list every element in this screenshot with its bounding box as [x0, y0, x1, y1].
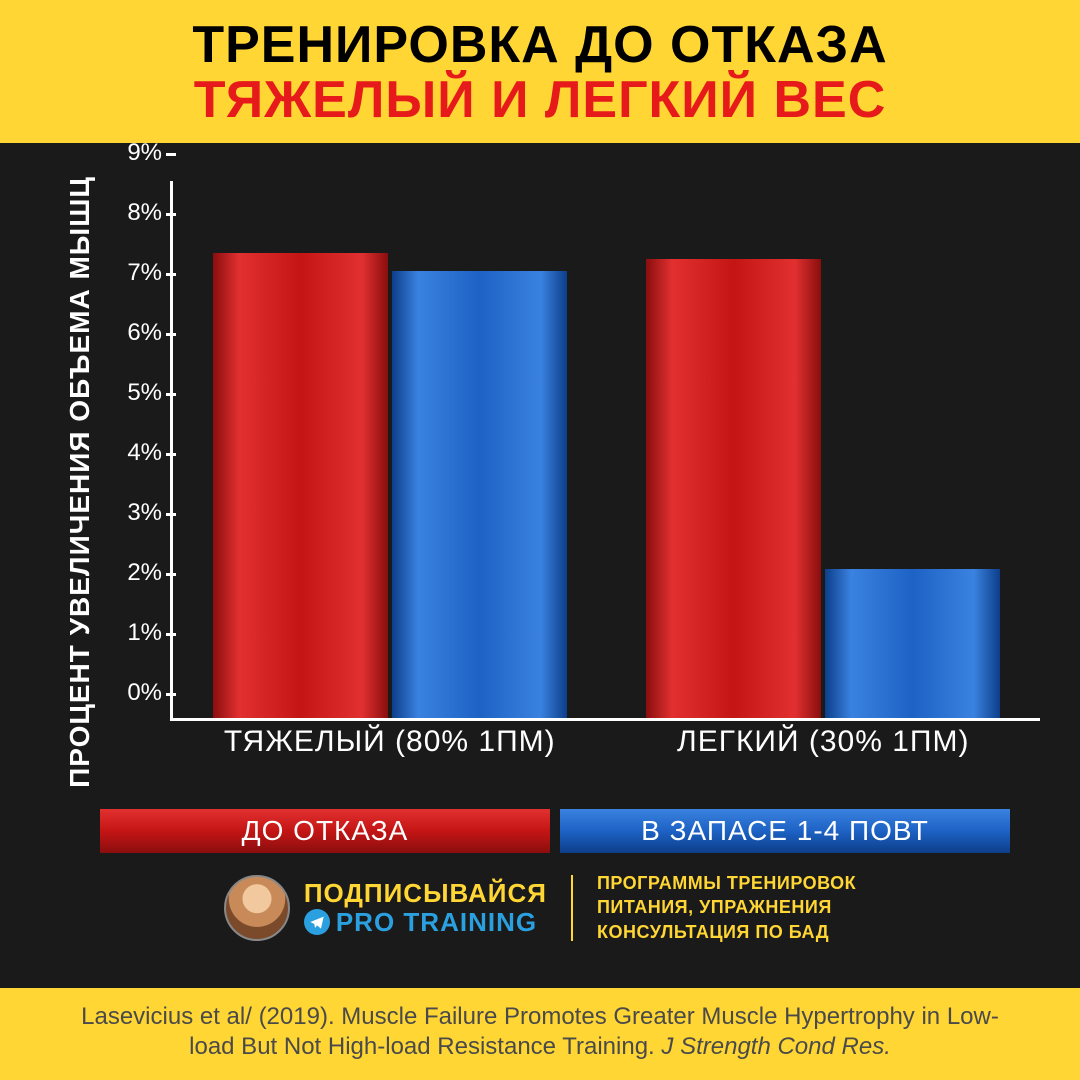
x-labels: ТЯЖЕЛЫЙ (80% 1ПМ)ЛЕГКИЙ (30% 1ПМ) [173, 725, 1040, 759]
y-tick: 7% [112, 259, 162, 287]
chart-box: ПРОЦЕНТ УВЕЛИЧЕНИЯ ОБЪЕМА МЫШЦ 0%1%2%3%4… [110, 181, 1040, 751]
legend-item: ДО ОТКАЗА [100, 809, 550, 853]
bar [392, 271, 567, 719]
bar-group [173, 181, 607, 718]
legend-item: В ЗАПАСЕ 1-4 ПОВТ [560, 809, 1010, 853]
telegram-icon [304, 909, 330, 935]
promo-line: ПИТАНИЯ, УПРАЖНЕНИЯ [597, 895, 856, 919]
bar [646, 259, 821, 718]
promo-left-text: ПОДПИСЫВАЙСЯ PRO TRAINING [304, 879, 547, 936]
y-tick: 5% [112, 379, 162, 407]
header: ТРЕНИРОВКА ДО ОТКАЗА ТЯЖЕЛЫЙ И ЛЕГКИЙ ВЕ… [0, 0, 1080, 143]
promo-line: КОНСУЛЬТАЦИЯ ПО БАД [597, 920, 856, 944]
avatar-icon [224, 875, 290, 941]
channel-link[interactable]: PRO TRAINING [304, 908, 547, 937]
promo-line: ПРОГРАММЫ ТРЕНИРОВОК [597, 871, 856, 895]
promo-left[interactable]: ПОДПИСЫВАЙСЯ PRO TRAINING [224, 875, 573, 941]
y-tick: 1% [112, 619, 162, 647]
promo-right: ПРОГРАММЫ ТРЕНИРОВОКПИТАНИЯ, УПРАЖНЕНИЯК… [573, 871, 856, 944]
promo-block: ПОДПИСЫВАЙСЯ PRO TRAINING ПРОГРАММЫ ТРЕН… [40, 871, 1040, 944]
title-line-1: ТРЕНИРОВКА ДО ОТКАЗА [0, 18, 1080, 73]
bar [213, 253, 388, 718]
y-tick: 6% [112, 319, 162, 347]
y-tick: 2% [112, 559, 162, 587]
y-axis-label: ПРОЦЕНТ УВЕЛИЧЕНИЯ ОБЪЕМА МЫШЦ [64, 176, 96, 788]
x-label: ТЯЖЕЛЫЙ (80% 1ПМ) [173, 725, 607, 759]
y-tick: 9% [112, 139, 162, 167]
citation-journal: J Strength Cond Res. [661, 1033, 890, 1060]
y-tick: 4% [112, 439, 162, 467]
legend: ДО ОТКАЗАВ ЗАПАСЕ 1-4 ПОВТ [100, 809, 1010, 853]
page: ТРЕНИРОВКА ДО ОТКАЗА ТЯЖЕЛЫЙ И ЛЕГКИЙ ВЕ… [0, 0, 1080, 1080]
y-tick: 0% [112, 679, 162, 707]
footer-citation: Lasevicius et al/ (2019). Muscle Failure… [0, 988, 1080, 1080]
y-tick: 8% [112, 199, 162, 227]
plot-area: 0%1%2%3%4%5%6%7%8%9% [170, 181, 1040, 721]
title-line-2: ТЯЖЕЛЫЙ И ЛЕГКИЙ ВЕС [0, 73, 1080, 128]
bar [825, 569, 1000, 718]
chart-area: ПРОЦЕНТ УВЕЛИЧЕНИЯ ОБЪЕМА МЫШЦ 0%1%2%3%4… [0, 143, 1080, 988]
x-axis-line [170, 718, 1040, 721]
bar-group [607, 181, 1041, 718]
channel-name: PRO TRAINING [336, 908, 537, 937]
bars-container [173, 181, 1040, 718]
x-label: ЛЕГКИЙ (30% 1ПМ) [607, 725, 1041, 759]
subscribe-label: ПОДПИСЫВАЙСЯ [304, 879, 547, 908]
y-tick: 3% [112, 499, 162, 527]
